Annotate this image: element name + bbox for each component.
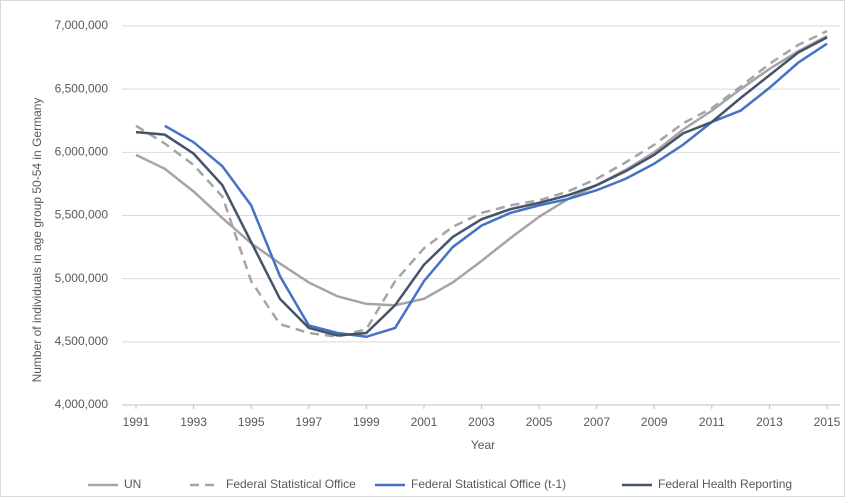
legend-label: Federal Statistical Office (t-1) xyxy=(411,477,566,491)
x-tick-label: 1991 xyxy=(123,415,150,429)
y-tick-label: 6,000,000 xyxy=(55,145,109,159)
series-line xyxy=(135,36,828,337)
x-tick-label: 2001 xyxy=(411,415,438,429)
x-tick-label: 2007 xyxy=(583,415,610,429)
y-axis-label: Number of individuals in age group 50-54… xyxy=(30,98,44,383)
x-tick-label: 2009 xyxy=(641,415,668,429)
y-tick-label: 5,500,000 xyxy=(55,208,109,222)
y-tick-label: 4,500,000 xyxy=(55,334,109,348)
x-tick-label: 1999 xyxy=(353,415,380,429)
x-tick-label: 2015 xyxy=(814,415,841,429)
y-tick-label: 4,000,000 xyxy=(55,397,109,411)
legend-label: Federal Health Reporting xyxy=(658,477,792,491)
x-tick-label: 2013 xyxy=(756,415,783,429)
x-tick-label: 1993 xyxy=(180,415,207,429)
x-tick-label: 2003 xyxy=(468,415,495,429)
x-tick-label: 1997 xyxy=(295,415,322,429)
y-tick-label: 7,000,000 xyxy=(55,18,109,32)
x-axis-label: Year xyxy=(471,438,495,452)
y-tick-label: 5,000,000 xyxy=(55,271,109,285)
legend-label: UN xyxy=(124,477,141,491)
y-tick-label: 6,500,000 xyxy=(55,81,109,95)
x-tick-label: 2005 xyxy=(526,415,553,429)
legend-label: Federal Statistical Office xyxy=(226,477,356,491)
x-tick-label: 2011 xyxy=(699,415,725,429)
series-line xyxy=(135,29,828,339)
series-line xyxy=(164,42,828,339)
x-tick-label: 1995 xyxy=(238,415,265,429)
